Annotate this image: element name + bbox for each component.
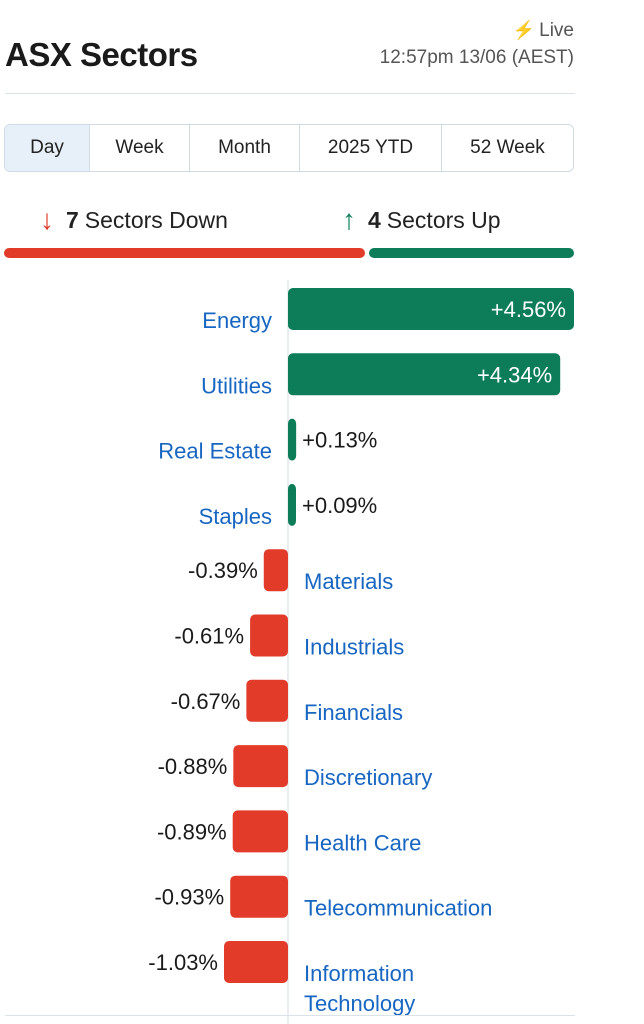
bar-telecommunication[interactable] xyxy=(230,875,288,918)
value-label: -0.61% xyxy=(174,624,244,649)
value-label: -0.88% xyxy=(158,754,228,779)
value-label: -1.03% xyxy=(148,950,218,975)
bar-materials[interactable] xyxy=(263,549,288,592)
bar-discretionary[interactable] xyxy=(233,745,288,788)
arrow-up-icon: ↑ xyxy=(342,204,356,235)
category-label[interactable]: Staples xyxy=(199,504,272,529)
category-label[interactable]: Health Care xyxy=(304,830,421,855)
tab-2025-ytd[interactable]: 2025 YTD xyxy=(300,125,442,171)
bar-financials[interactable] xyxy=(246,679,288,722)
bar-staples[interactable] xyxy=(288,483,296,526)
category-label[interactable]: Discretionary xyxy=(304,765,432,790)
up-count: 4 xyxy=(368,206,381,233)
value-label: +0.09% xyxy=(302,493,377,518)
value-label: -0.89% xyxy=(157,819,227,844)
timestamp: 12:57pm 13/06 (AEST) xyxy=(379,47,574,68)
value-label: -0.67% xyxy=(171,689,241,714)
bar-industrials[interactable] xyxy=(250,614,288,657)
value-label: +4.34% xyxy=(477,362,552,387)
arrow-down-icon: ↓ xyxy=(40,204,54,235)
lightning-icon: ⚡ xyxy=(512,20,536,40)
bar-real-estate[interactable] xyxy=(288,418,297,461)
tab-month[interactable]: Month xyxy=(190,125,300,171)
tab-week[interactable]: Week xyxy=(90,125,190,171)
category-label[interactable]: Real Estate xyxy=(158,439,272,464)
down-text: Sectors Down xyxy=(84,206,228,233)
category-label[interactable]: Information Technology xyxy=(304,961,415,1016)
value-label: +0.13% xyxy=(302,428,377,453)
divider xyxy=(5,93,575,94)
category-label[interactable]: Utilities xyxy=(201,373,272,398)
breadth-bar-up xyxy=(369,248,574,258)
category-label[interactable]: Industrials xyxy=(304,635,404,660)
sectors-up-summary: ↑ 4 Sectors Up xyxy=(342,204,501,236)
category-label[interactable]: Materials xyxy=(304,569,393,594)
down-count: 7 xyxy=(66,206,79,233)
breadth-bar-down xyxy=(4,248,365,258)
live-label: Live xyxy=(539,20,574,41)
bar-energy[interactable] xyxy=(288,288,574,330)
category-label[interactable]: Energy xyxy=(202,308,272,333)
bottom-divider xyxy=(5,1015,575,1016)
bar-utilities[interactable] xyxy=(288,353,561,396)
value-label: -0.93% xyxy=(154,885,224,910)
category-label[interactable]: Telecommunication xyxy=(304,896,492,921)
tab-52-week[interactable]: 52 Week xyxy=(470,137,545,158)
bar-health-care[interactable] xyxy=(232,810,288,853)
page-title: ASX Sectors xyxy=(5,36,198,73)
live-indicator: ⚡ Live xyxy=(513,20,574,42)
bar-information-technology[interactable] xyxy=(224,941,288,983)
period-tabs: Day Week Month 2025 YTD 52 Week xyxy=(4,124,574,172)
value-label: +4.56% xyxy=(491,297,566,322)
up-text: Sectors Up xyxy=(386,206,501,233)
tab-day[interactable]: Day xyxy=(5,125,90,171)
sector-performance-chart: +4.56% Energy +4.34% Utilities +0.13% Real Es… xyxy=(148,280,574,1024)
value-label: -0.39% xyxy=(188,558,258,583)
category-label[interactable]: Financials xyxy=(304,700,403,725)
sectors-down-summary: ↓ 7 Sectors Down xyxy=(40,204,228,236)
